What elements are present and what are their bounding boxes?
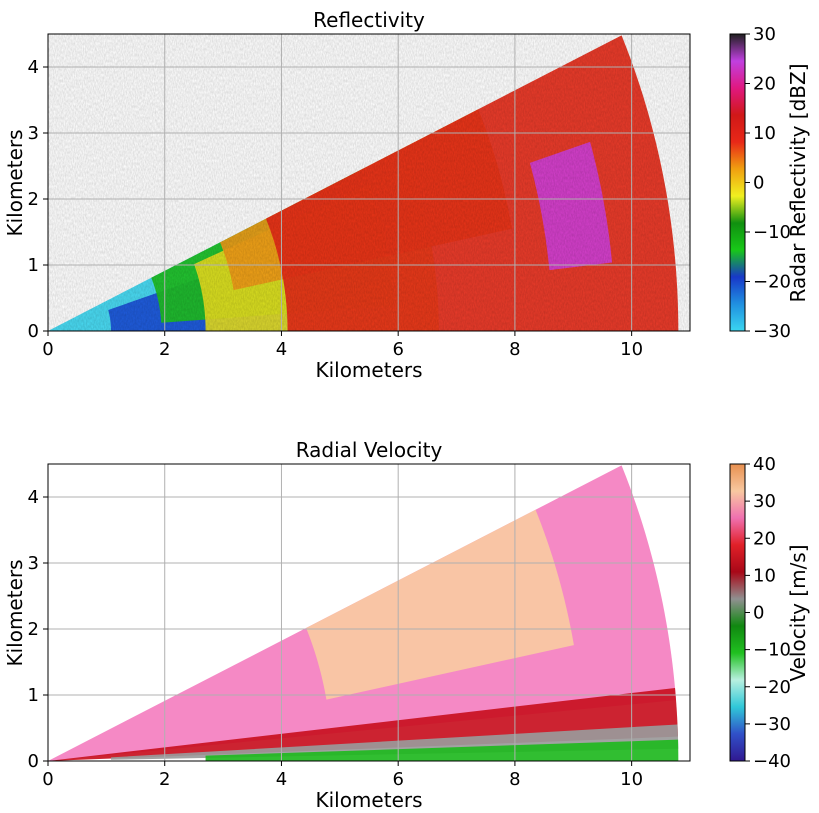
region-low-red-band xyxy=(48,687,678,761)
chart-title: Radial Velocity xyxy=(296,438,443,462)
colorbar-tick-label: 30 xyxy=(753,491,776,512)
chart-title: Reflectivity xyxy=(313,8,425,32)
x-tick-label: 2 xyxy=(159,769,170,790)
plot-frame xyxy=(47,33,691,332)
x-axis-label: Kilometers xyxy=(315,358,422,382)
colorbar-tick-label: 30 xyxy=(753,24,776,45)
colorbar-tick-label: −30 xyxy=(753,714,791,735)
y-axis-label: Kilometers xyxy=(3,129,27,236)
x-tick-label: 0 xyxy=(42,339,53,360)
y-tick-label: 3 xyxy=(28,553,39,574)
colorbar-gradient xyxy=(729,463,746,762)
colorbar-gradient xyxy=(729,33,746,332)
velocity-panel: Radial Velocity 0 2 4 6 8 10 0 1 2 3 4 Kilometers… xyxy=(3,438,810,812)
colorbar-tick-label: 20 xyxy=(753,528,776,549)
colorbar-tick-label: −20 xyxy=(753,272,791,293)
colorbar-label: Radar Reflectivity [dBZ] xyxy=(786,64,810,303)
colorbar-tick-label: −10 xyxy=(753,640,791,661)
x-axis-ticks: 0 2 4 6 8 10 xyxy=(42,761,643,790)
colorbar: −30 −20 −10 0 10 20 30 xyxy=(729,24,791,342)
y-tick-label: 0 xyxy=(28,751,39,772)
region-core xyxy=(306,509,574,700)
y-axis-label: Kilometers xyxy=(3,559,27,666)
x-tick-label: 10 xyxy=(620,339,643,360)
x-tick-label: 6 xyxy=(392,769,403,790)
reflectivity-panel: Reflectivity 0 2 4 6 8 10 0 1 2 3 4 Kilometers Ki… xyxy=(3,8,810,382)
colorbar-tick-label: −20 xyxy=(753,677,791,698)
x-tick-label: 4 xyxy=(276,769,287,790)
y-tick-label: 3 xyxy=(28,123,39,144)
y-tick-label: 0 xyxy=(28,321,39,342)
colorbar-tick-label: 10 xyxy=(753,123,776,144)
colorbar-tick-label: −10 xyxy=(753,222,791,243)
x-axis-label: Kilometers xyxy=(315,788,422,812)
x-tick-label: 6 xyxy=(392,339,403,360)
velocity-sector-plot xyxy=(48,465,679,761)
y-tick-label: 1 xyxy=(28,255,39,276)
colorbar-tick-label: 40 xyxy=(753,454,776,475)
x-tick-label: 4 xyxy=(276,339,287,360)
colorbar-tick-label: 0 xyxy=(753,603,764,624)
x-tick-label: 10 xyxy=(620,769,643,790)
colorbar-label: Velocity [m/s] xyxy=(786,544,810,681)
colorbar-tick-label: −40 xyxy=(753,751,791,772)
y-tick-label: 1 xyxy=(28,685,39,706)
colorbar-tick-label: 0 xyxy=(753,173,764,194)
x-tick-label: 0 xyxy=(42,769,53,790)
y-tick-label: 4 xyxy=(28,487,39,508)
colorbar-tick-label: 20 xyxy=(753,74,776,95)
y-tick-label: 2 xyxy=(28,619,39,640)
x-axis-ticks: 0 2 4 6 8 10 xyxy=(42,331,643,360)
x-tick-label: 8 xyxy=(509,769,520,790)
texture-overlay xyxy=(48,34,690,331)
colorbar-tick-label: 10 xyxy=(753,565,776,586)
y-tick-label: 4 xyxy=(28,57,39,78)
x-tick-label: 8 xyxy=(509,339,520,360)
colorbar-tick-label: −30 xyxy=(753,321,791,342)
colorbar: −40 −30 −20 −10 0 10 20 30 40 xyxy=(729,454,791,772)
x-tick-label: 2 xyxy=(159,339,170,360)
y-axis-ticks: 0 1 2 3 4 xyxy=(28,57,48,342)
y-tick-label: 2 xyxy=(28,189,39,210)
reflectivity-sector-plot xyxy=(48,34,690,331)
y-axis-ticks: 0 1 2 3 4 xyxy=(28,487,48,772)
region-green-surface xyxy=(205,739,679,761)
plot-frame xyxy=(47,463,691,762)
